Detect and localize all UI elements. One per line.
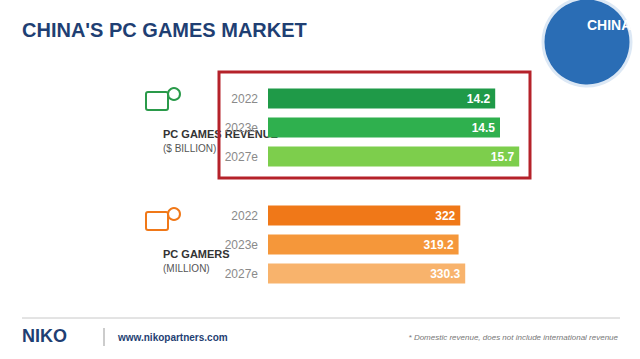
svg-text:PC GAMERS: PC GAMERS [163, 248, 230, 260]
svg-text:2027e: 2027e [225, 267, 259, 281]
svg-text:319.2: 319.2 [424, 238, 454, 252]
svg-text:* Domestic revenue, does not i: * Domestic revenue, does not include int… [409, 333, 619, 342]
svg-text:330.3: 330.3 [430, 267, 460, 281]
svg-text:2022: 2022 [231, 209, 258, 223]
svg-text:2023e: 2023e [225, 238, 259, 252]
svg-text:14.5: 14.5 [472, 121, 496, 135]
svg-text:PC GAMES REVENUE*: PC GAMES REVENUE* [163, 128, 283, 140]
svg-text:($ BILLION): ($ BILLION) [163, 143, 216, 154]
svg-text:CHINA: CHINA [587, 17, 631, 33]
svg-text:15.7: 15.7 [491, 150, 515, 164]
svg-text:2023e: 2023e [225, 121, 259, 135]
svg-text:14.2: 14.2 [467, 92, 491, 106]
svg-text:322: 322 [435, 209, 455, 223]
svg-text:(MILLION): (MILLION) [163, 263, 210, 274]
svg-text:www.nikopartners.com: www.nikopartners.com [117, 332, 228, 343]
svg-text:2022: 2022 [231, 92, 258, 106]
svg-text:CHINA'S PC GAMES MARKET: CHINA'S PC GAMES MARKET [22, 19, 307, 41]
svg-text:NIKO: NIKO [22, 326, 67, 346]
svg-text:2027e: 2027e [225, 150, 259, 164]
